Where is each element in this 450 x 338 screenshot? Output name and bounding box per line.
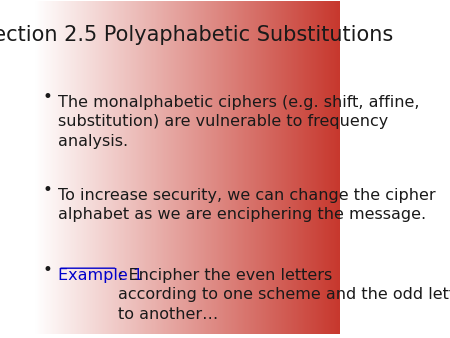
Text: Section 2.5 Polyaphabetic Substitutions: Section 2.5 Polyaphabetic Substitutions [0,25,393,45]
Text: •: • [42,88,52,106]
Text: To increase security, we can change the cipher
alphabet as we are enciphering th: To increase security, we can change the … [58,188,436,222]
Text: •: • [42,181,52,199]
Text: •: • [42,261,52,279]
Text: Example 1: Example 1 [58,268,143,283]
Text: : Encipher the even letters
according to one scheme and the odd letters
to anoth: : Encipher the even letters according to… [118,268,450,322]
Text: The monalphabetic ciphers (e.g. shift, affine,
substitution) are vulnerable to f: The monalphabetic ciphers (e.g. shift, a… [58,95,419,149]
